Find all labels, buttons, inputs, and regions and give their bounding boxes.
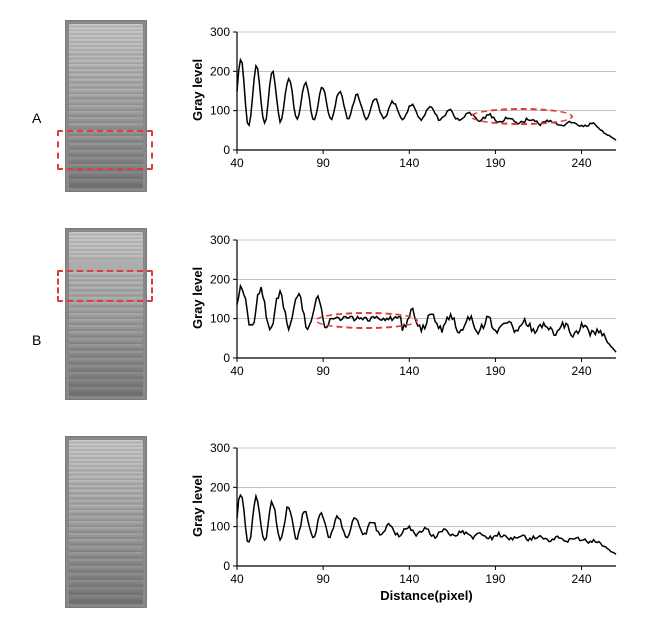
y-tick-label: 200 xyxy=(210,272,230,286)
highlight-box-B xyxy=(57,270,153,302)
x-tick-label: 190 xyxy=(485,572,505,586)
highlight-ellipse xyxy=(470,108,573,125)
chart-A: 0 100 200 300 40 90 140 190 240 Gray level xyxy=(192,24,622,176)
chart-B: 0 100 200 300 40 90 140 190 240 Gray level xyxy=(192,232,622,384)
chart-C: 0 100 200 300 40 90 140 190 240 Gray level Distanc… xyxy=(192,440,622,606)
sample-image-C xyxy=(65,436,147,608)
x-tick-label: 90 xyxy=(316,364,330,378)
x-tick-label: 40 xyxy=(230,364,244,378)
series-line xyxy=(237,286,616,352)
panel-label-B: B xyxy=(32,332,41,348)
x-tick-label: 190 xyxy=(485,364,505,378)
x-tick-label: 240 xyxy=(572,572,592,586)
y-axis-title: Gray level xyxy=(190,267,205,329)
y-tick-label: 100 xyxy=(210,520,230,534)
y-tick-label: 300 xyxy=(210,441,230,455)
y-tick-label: 200 xyxy=(210,480,230,494)
figure-panel: A 0 100 200 300 40 90 140 190 240 Gray level B 0 100 2… xyxy=(0,0,659,635)
y-tick-label: 0 xyxy=(223,559,230,573)
x-tick-label: 140 xyxy=(399,364,419,378)
x-tick-label: 90 xyxy=(316,156,330,170)
y-axis-title: Gray level xyxy=(190,475,205,537)
x-tick-label: 140 xyxy=(399,572,419,586)
panel-label-A: A xyxy=(32,110,41,126)
y-tick-label: 300 xyxy=(210,233,230,247)
x-tick-label: 240 xyxy=(572,156,592,170)
sample-image-B xyxy=(65,228,147,400)
x-tick-label: 40 xyxy=(230,156,244,170)
x-axis-title: Distance(pixel) xyxy=(237,588,616,603)
x-tick-label: 190 xyxy=(485,156,505,170)
y-tick-label: 0 xyxy=(223,351,230,365)
y-axis-title: Gray level xyxy=(190,59,205,121)
series-line xyxy=(237,495,616,554)
y-tick-label: 100 xyxy=(210,312,230,326)
y-tick-label: 200 xyxy=(210,64,230,78)
x-tick-label: 90 xyxy=(316,572,330,586)
x-tick-label: 40 xyxy=(230,572,244,586)
y-tick-label: 100 xyxy=(210,104,230,118)
x-tick-label: 240 xyxy=(572,364,592,378)
y-tick-label: 0 xyxy=(223,143,230,157)
highlight-box-A xyxy=(57,130,153,170)
series-line xyxy=(237,60,616,140)
x-tick-label: 140 xyxy=(399,156,419,170)
y-tick-label: 300 xyxy=(210,25,230,39)
